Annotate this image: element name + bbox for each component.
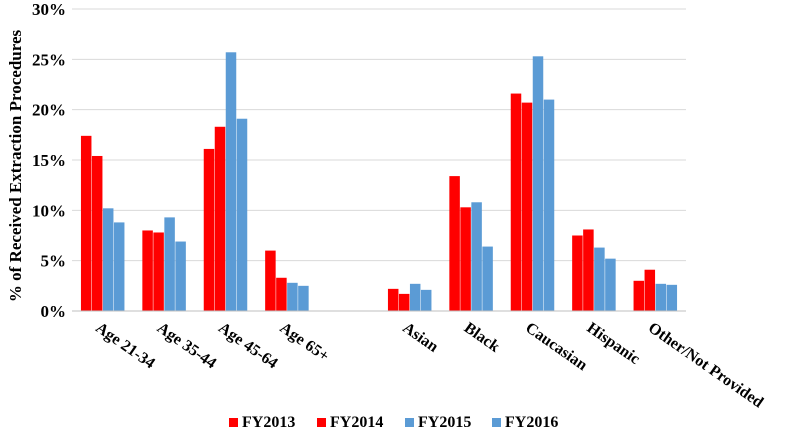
bar-fy2014	[153, 232, 164, 311]
gridlines	[72, 8, 686, 262]
bar-fy2016	[175, 241, 186, 311]
bar-fy2013	[265, 250, 276, 311]
legend-item-fy2013: FY2013	[229, 414, 295, 431]
y-tick-label: 25%	[32, 50, 66, 69]
bar-fy2016	[113, 222, 125, 311]
x-category-label: Age 35-44	[154, 319, 219, 372]
bar-fy2015	[409, 283, 421, 311]
bar-fy2016	[666, 284, 678, 311]
legend-swatch	[229, 418, 238, 427]
bar-fy2015	[594, 247, 605, 311]
bar-fy2014	[460, 207, 471, 311]
bar-fy2015	[287, 282, 298, 311]
x-category-label: Age 65+	[277, 319, 332, 365]
bar-fy2016	[543, 99, 555, 311]
legend: FY2013 FY2014 FY2015 FY2016	[229, 414, 558, 431]
x-category-label: Asian	[399, 319, 441, 355]
x-category-label: Hispanic	[584, 319, 643, 368]
x-category-label: Black	[461, 319, 503, 355]
bar-fy2015	[532, 56, 544, 312]
bar-fy2013	[387, 288, 399, 311]
bar-fy2015	[164, 217, 175, 311]
bar-fy2014	[276, 277, 287, 311]
legend-label: FY2015	[418, 414, 471, 431]
bars	[80, 52, 678, 312]
bar-fy2016	[298, 285, 309, 311]
x-category-label: Age 21-34	[92, 319, 157, 372]
y-axis-title: % of Received Extraction Procedures	[6, 29, 25, 302]
y-tick-label: 20%	[32, 101, 66, 120]
x-category-label: Age 45-64	[215, 319, 280, 372]
bar-fy2016	[420, 289, 432, 311]
x-category-label: Caucasian	[522, 319, 590, 374]
y-axis-ticks: 0% 5% 10% 15% 20% 25% 30%	[32, 0, 66, 321]
y-tick-label: 15%	[32, 151, 66, 170]
x-category-label: Other/Not Provided	[645, 319, 766, 411]
legend-swatch	[405, 418, 414, 427]
bar-fy2013	[510, 93, 522, 311]
bar-fy2014	[644, 269, 656, 311]
bar-fy2015	[471, 202, 482, 311]
bar-fy2016	[605, 258, 616, 311]
legend-label: FY2016	[505, 414, 558, 431]
bar-fy2014	[398, 293, 410, 311]
bar-fy2014	[521, 102, 533, 312]
bar-fy2015	[655, 283, 667, 311]
y-tick-label: 5%	[41, 252, 67, 271]
bar-fy2013	[80, 135, 92, 311]
legend-swatch	[492, 418, 501, 427]
bar-fy2014	[91, 155, 103, 311]
bar-fy2013	[633, 280, 645, 311]
bar-fy2016	[482, 246, 493, 311]
bar-fy2013	[572, 235, 583, 311]
bar-fy2013	[142, 230, 153, 311]
legend-label: FY2013	[242, 414, 295, 431]
bar-fy2014	[583, 229, 594, 311]
bar-fy2015	[102, 208, 114, 311]
y-tick-label: 0%	[41, 302, 67, 321]
legend-item-fy2016: FY2016	[492, 414, 558, 431]
bar-fy2013	[203, 148, 215, 311]
legend-label: FY2014	[330, 414, 383, 431]
legend-item-fy2015: FY2015	[405, 414, 471, 431]
legend-swatch	[317, 418, 326, 427]
bar-fy2016	[236, 118, 248, 311]
bar-fy2015	[225, 52, 237, 311]
bar-fy2014	[214, 126, 226, 311]
legend-item-fy2014: FY2014	[317, 414, 383, 431]
y-tick-label: 10%	[32, 201, 66, 220]
y-tick-label: 30%	[32, 0, 66, 19]
bar-fy2013	[449, 176, 460, 311]
